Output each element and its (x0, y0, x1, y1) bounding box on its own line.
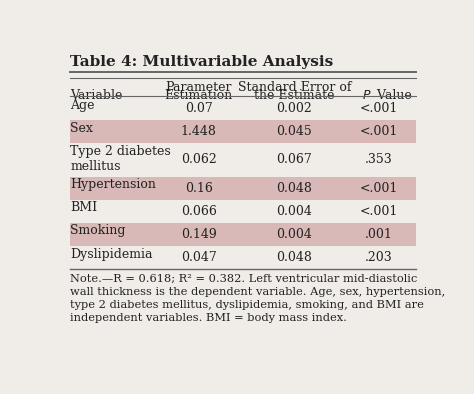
Text: Hypertension: Hypertension (70, 178, 156, 191)
Text: 0.149: 0.149 (181, 228, 217, 241)
Text: 0.048: 0.048 (276, 182, 312, 195)
Text: Parameter: Parameter (165, 81, 232, 94)
Text: Variable: Variable (70, 89, 123, 102)
Text: BMI: BMI (70, 201, 97, 214)
Text: 0.004: 0.004 (276, 204, 312, 217)
Text: .001: .001 (365, 228, 393, 241)
Text: Smoking: Smoking (70, 225, 126, 238)
Text: Value: Value (373, 89, 411, 102)
Text: Sex: Sex (70, 122, 93, 135)
Text: Standard Error of: Standard Error of (237, 81, 351, 94)
Bar (70, 177, 416, 200)
Text: Table 4: Multivariable Analysis: Table 4: Multivariable Analysis (70, 55, 334, 69)
Text: Age: Age (70, 99, 95, 112)
Text: Dyslipidemia: Dyslipidemia (70, 247, 153, 260)
Text: <.001: <.001 (360, 204, 398, 217)
Text: 0.16: 0.16 (185, 182, 213, 195)
Text: 0.07: 0.07 (185, 102, 213, 115)
Text: 0.004: 0.004 (276, 228, 312, 241)
Text: .203: .203 (365, 251, 393, 264)
Text: Note.—R = 0.618; R² = 0.382. Left ventricular mid-diastolic
wall thickness is th: Note.—R = 0.618; R² = 0.382. Left ventri… (70, 274, 446, 323)
Text: Estimation: Estimation (165, 89, 233, 102)
Text: the Estimate: the Estimate (254, 89, 335, 102)
Text: .353: .353 (365, 153, 393, 166)
Text: 0.047: 0.047 (181, 251, 217, 264)
Text: $P$: $P$ (362, 89, 372, 102)
Text: <.001: <.001 (360, 125, 398, 138)
Text: 0.066: 0.066 (181, 204, 217, 217)
Text: 0.002: 0.002 (276, 102, 312, 115)
Text: 0.062: 0.062 (181, 153, 217, 166)
Text: 0.048: 0.048 (276, 251, 312, 264)
Bar (70, 120, 416, 143)
Text: Type 2 diabetes
mellitus: Type 2 diabetes mellitus (70, 145, 171, 173)
Text: <.001: <.001 (360, 182, 398, 195)
Text: 0.045: 0.045 (276, 125, 312, 138)
Text: <.001: <.001 (360, 102, 398, 115)
Bar (70, 223, 416, 246)
Text: 0.067: 0.067 (276, 153, 312, 166)
Text: 1.448: 1.448 (181, 125, 217, 138)
